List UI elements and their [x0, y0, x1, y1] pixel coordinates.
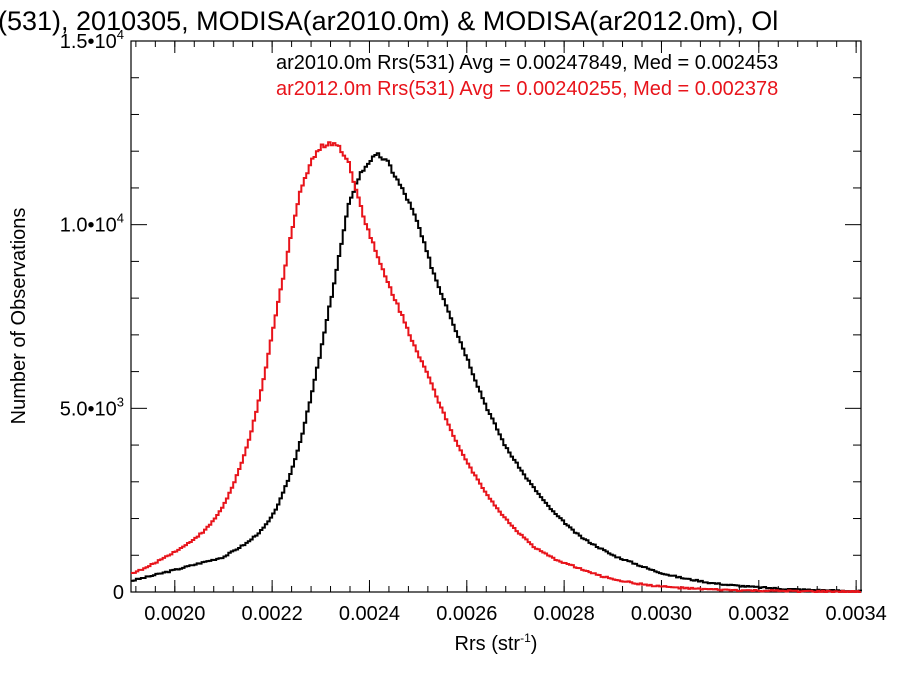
y-axis-label: Number of Observations — [8, 208, 30, 425]
x-axis-label-end: ) — [531, 633, 538, 655]
y-tick-label-superscript: 4 — [117, 27, 124, 42]
x-tick-label: 0.0034 — [826, 603, 887, 625]
x-tick-label: 0.0028 — [534, 603, 595, 625]
chart-title: (531), 2010305, MODISA(ar2010.0m) & MODI… — [0, 6, 778, 36]
plot-frame — [130, 40, 862, 593]
x-axis: 0.0020 0.0022 0.0024 0.0026 0.0028 0.0030 0.00… — [135, 41, 887, 625]
y-tick-label-superscript: 3 — [117, 394, 124, 409]
x-axis-label-main: Rrs (str — [455, 633, 521, 655]
x-axis-label-superscript: -1 — [520, 631, 531, 645]
series-line-ar2012.0m — [131, 141, 861, 593]
x-tick-label: 0.0024 — [339, 603, 400, 625]
x-axis-label: Rrs (str-1) — [455, 631, 538, 655]
y-tick-label: 5.0•103 — [60, 394, 124, 420]
x-tick-label: 0.0022 — [242, 603, 303, 625]
y-tick-label: 1.5•104 — [60, 27, 124, 53]
y-tick-label: 0 — [113, 582, 124, 604]
legend-entry-ar2012: ar2012.0m Rrs(531) Avg = 0.00240255, Med… — [276, 78, 778, 100]
x-tick-label: 0.0026 — [436, 603, 497, 625]
series-layer — [131, 141, 862, 593]
y-tick-label: 1.0•104 — [60, 211, 124, 237]
x-tick-label: 0.0030 — [631, 603, 692, 625]
y-tick-label-main: 0 — [113, 582, 124, 604]
y-tick-label-main: 1.5•10 — [60, 31, 117, 53]
x-tick-label: 0.0020 — [144, 603, 205, 625]
x-tick-label: 0.0032 — [728, 603, 789, 625]
series-line-ar2010.0m — [131, 152, 862, 593]
y-tick-label-main: 1.0•10 — [60, 215, 117, 237]
y-tick-label-superscript: 4 — [117, 211, 124, 226]
legend-entry-ar2010: ar2010.0m Rrs(531) Avg = 0.00247849, Med… — [276, 52, 778, 74]
y-tick-label-main: 5.0•10 — [60, 398, 117, 420]
